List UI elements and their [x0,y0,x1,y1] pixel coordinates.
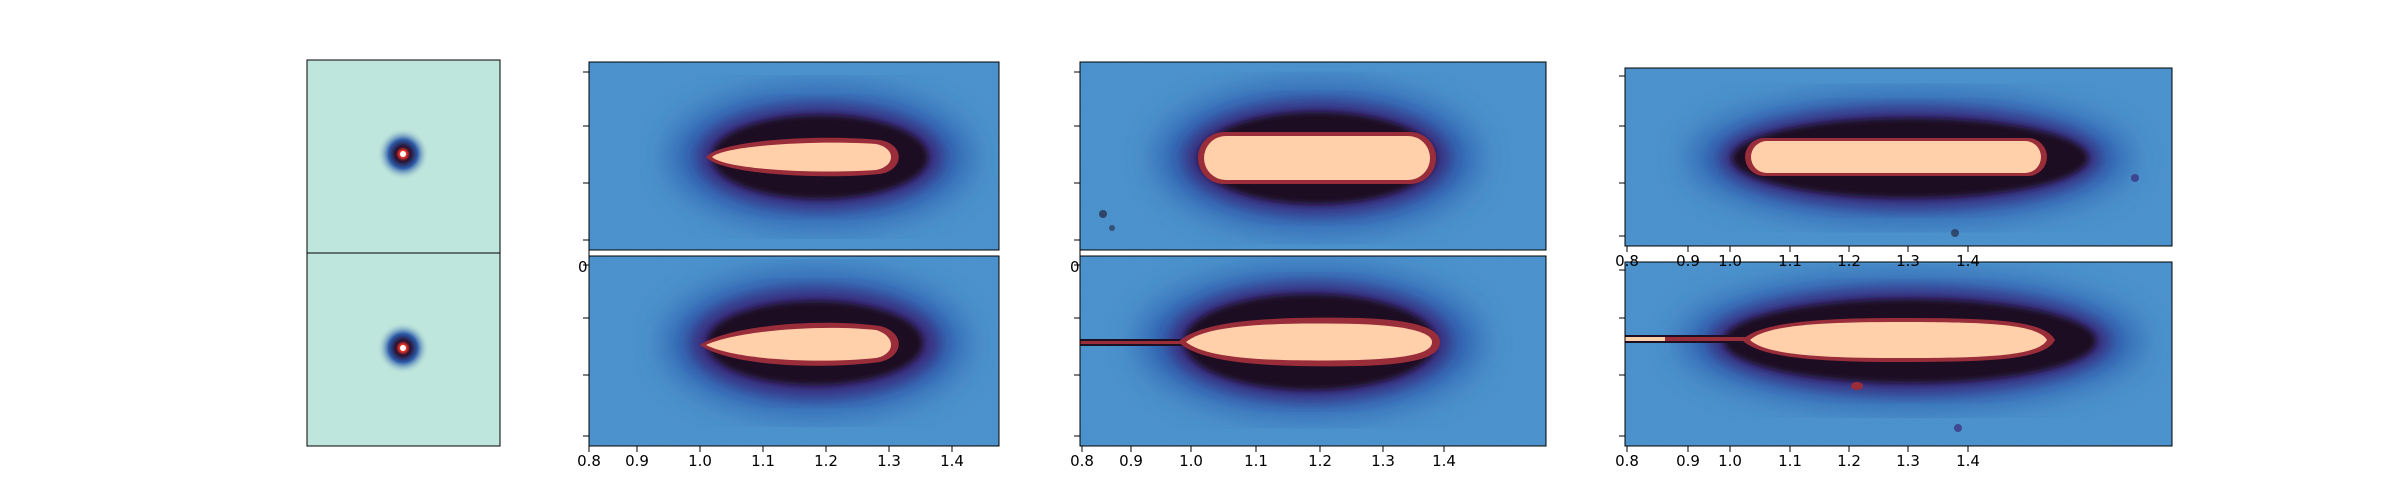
y-ticks [583,71,1625,437]
x-tick-label: 1.3 [1896,252,1920,270]
x-tick-label: 0.9 [1676,252,1700,270]
image-panel-col2-top [1079,61,1547,251]
x-tick-label: 1.2 [1837,252,1861,270]
x-tick-label: 1.0 [1179,452,1203,470]
x-tick-label: 1.4 [940,452,964,470]
x-tick-label: 1.3 [1371,452,1395,470]
x-tick-label-partial: 0 [578,258,588,276]
x-axis-col3-top [1626,246,1969,252]
x-tick-label: 0.9 [625,452,649,470]
x-tick-label: 1.4 [1956,452,1980,470]
x-tick-label: 0.8 [1070,452,1094,470]
x-tick-label: 0.8 [1615,252,1639,270]
x-axis-col1-top: 0 [578,250,590,276]
image-panel-col3-bottom [1624,261,2173,447]
x-tick-label: 1.0 [1718,252,1742,270]
x-tick-label: 1.2 [1308,452,1332,470]
x-tick-label: 1.1 [1778,252,1802,270]
x-tick-label: 1.3 [877,452,901,470]
x-tick-label: 0.9 [1119,452,1143,470]
x-tick-label: 1.1 [1244,452,1268,470]
x-tick-label: 0.9 [1676,452,1700,470]
x-tick-label: 0.8 [1615,452,1639,470]
x-tick-label: 1.2 [1837,452,1861,470]
psf-panel-top [306,59,501,254]
x-tick-label: 0.8 [577,452,601,470]
image-panel-col2-bottom [1079,255,1547,447]
x-tick-label: 1.2 [814,452,838,470]
x-axis-col1-bottom [588,446,953,452]
x-axis-col2-top: 0 [1070,250,1081,276]
x-tick-label: 1.1 [1778,452,1802,470]
image-panel-col1-bottom [588,255,1000,447]
x-tick-label: 1.4 [1956,252,1980,270]
image-panel-col3-top [1624,67,2173,247]
x-tick-label-partial: 0 [1070,258,1080,276]
x-tick-label: 1.0 [1718,452,1742,470]
x-axis-col3-bottom [1626,446,1969,452]
x-tick-label: 1.3 [1896,452,1920,470]
image-panel-col1-top [588,61,1000,251]
x-tick-label: 1.4 [1432,452,1456,470]
x-axis-col2-bottom [1081,446,1445,452]
psf-panel-bottom [306,252,501,447]
x-tick-label: 1.0 [688,452,712,470]
x-tick-label: 1.1 [751,452,775,470]
